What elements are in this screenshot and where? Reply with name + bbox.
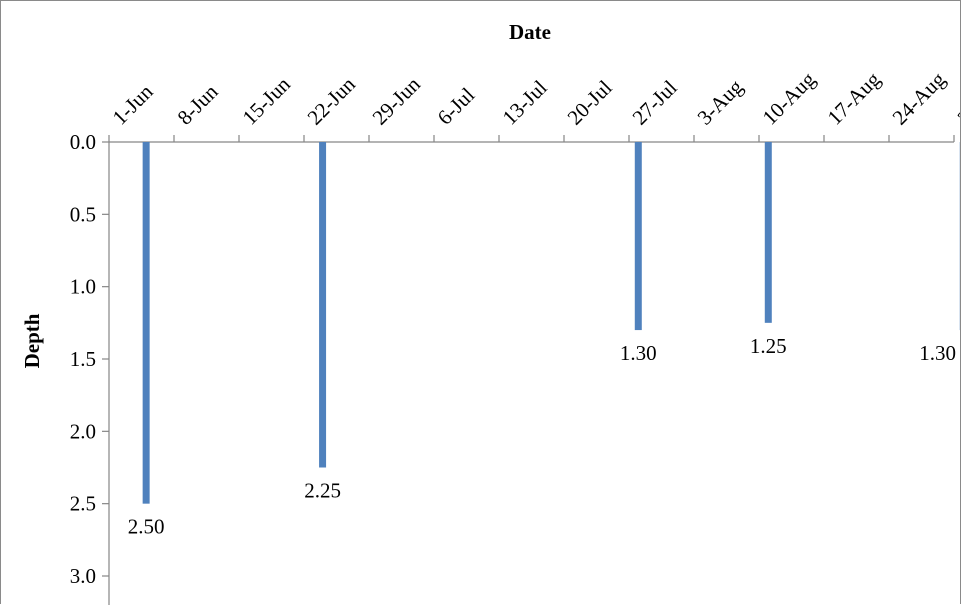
x-tick-label: 17-Aug bbox=[823, 67, 886, 130]
x-tick-label: 29-Jun bbox=[368, 72, 426, 130]
y-tick-label: 1.5 bbox=[70, 347, 96, 371]
y-tick-label: 0.5 bbox=[70, 202, 96, 226]
y-tick-label: 1.0 bbox=[70, 275, 96, 299]
x-tick-label: 22-Jun bbox=[303, 72, 361, 130]
data-labels: 2.50 2.25 1.30 1.25 1.30 bbox=[128, 334, 956, 539]
y-axis-title: Depth bbox=[20, 313, 44, 368]
y-axis-ticks: 0.0 0.5 1.0 1.5 2.0 2.5 3.0 bbox=[70, 130, 109, 588]
x-axis-title: Date bbox=[509, 20, 551, 44]
x-tick-label: 8-Jun bbox=[173, 79, 223, 129]
x-tick-label: 6-Jul bbox=[433, 83, 480, 130]
depth-bar bbox=[765, 142, 772, 323]
y-tick-label: 2.5 bbox=[70, 492, 96, 516]
x-tick-label: 3-Aug bbox=[693, 74, 748, 129]
bar-value-label: 2.50 bbox=[128, 515, 165, 539]
y-tick-label: 2.0 bbox=[70, 419, 96, 443]
y-tick-label: 0.0 bbox=[70, 130, 96, 154]
bars-series bbox=[143, 142, 960, 504]
x-tick-label: 20-Jul bbox=[563, 75, 617, 129]
x-tick-label: 31-Aug bbox=[953, 67, 960, 130]
x-tick-label: 10-Aug bbox=[758, 67, 821, 130]
y-tick-label: 3.0 bbox=[70, 564, 96, 588]
x-tick-label: 15-Jun bbox=[238, 72, 296, 130]
depth-bar bbox=[143, 142, 150, 504]
bar-value-label: 1.25 bbox=[750, 334, 787, 358]
x-tick-label: 27-Jul bbox=[628, 75, 682, 129]
depth-bar bbox=[635, 142, 642, 330]
x-tick-label: 1-Jun bbox=[108, 79, 158, 129]
depth-bar bbox=[319, 142, 326, 468]
bar-value-label: 1.30 bbox=[919, 341, 956, 365]
bar-value-label: 2.25 bbox=[304, 479, 341, 503]
x-tick-label: 24-Aug bbox=[888, 67, 951, 130]
x-tick-label: 13-Jul bbox=[498, 75, 552, 129]
bar-value-label: 1.30 bbox=[620, 341, 657, 365]
